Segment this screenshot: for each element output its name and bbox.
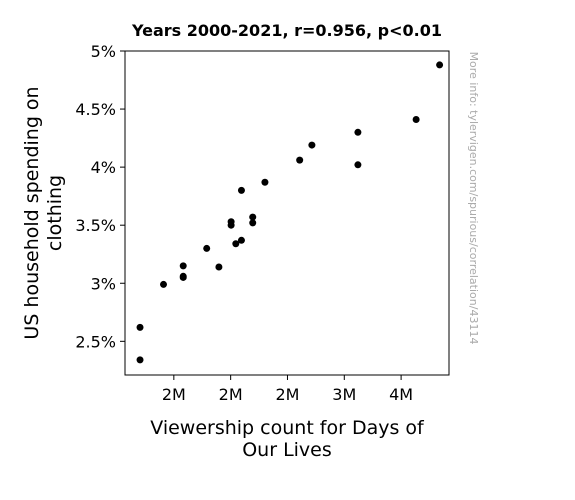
data-point: [237, 186, 245, 194]
x-tick-label: 2M: [162, 385, 186, 404]
data-point: [308, 141, 316, 149]
chart-title: Years 2000-2021, r=0.956, p<0.01: [131, 21, 442, 40]
data-point: [136, 356, 144, 364]
data-point: [179, 262, 187, 270]
y-axis-ticks: 2.5% 3% 3.5% 4% 4.5% 5%: [75, 42, 125, 351]
y-tick-label: 3.5%: [75, 216, 116, 235]
data-point: [237, 236, 245, 244]
source-watermark: More info: tylervigen.com/spurious/corre…: [467, 52, 480, 345]
data-point: [296, 156, 304, 164]
data-point: [354, 128, 362, 136]
data-point: [232, 240, 240, 248]
data-point: [249, 219, 257, 227]
data-point: [136, 323, 144, 331]
y-tick-label: 5%: [91, 42, 116, 61]
data-points: [136, 61, 444, 364]
data-point: [203, 244, 211, 252]
x-axis-label-line-2: Our Lives: [242, 439, 332, 461]
x-tick-label: 3M: [332, 385, 356, 404]
data-point: [249, 213, 257, 221]
y-axis-label-line-1: US household spending on: [21, 86, 43, 339]
y-axis-label-line-2: clothing: [44, 175, 66, 251]
x-axis-ticks: 2M 2M 2M 3M 4M: [162, 375, 413, 404]
data-point: [436, 61, 444, 69]
data-point: [160, 280, 168, 288]
x-tick-label: 2M: [219, 385, 243, 404]
data-point: [227, 221, 235, 229]
data-point: [179, 273, 187, 281]
plot-area: [124, 50, 450, 376]
x-tick-label: 2M: [275, 385, 299, 404]
data-point: [354, 161, 362, 169]
y-tick-label: 4.5%: [75, 100, 116, 119]
data-point: [412, 116, 420, 124]
data-point: [261, 178, 269, 186]
x-tick-label: 4M: [389, 385, 413, 404]
y-tick-label: 2.5%: [75, 332, 116, 351]
y-tick-label: 3%: [91, 274, 116, 293]
x-axis-label-line-1: Viewership count for Days of: [150, 417, 425, 439]
y-tick-label: 4%: [91, 158, 116, 177]
data-point: [215, 263, 223, 271]
